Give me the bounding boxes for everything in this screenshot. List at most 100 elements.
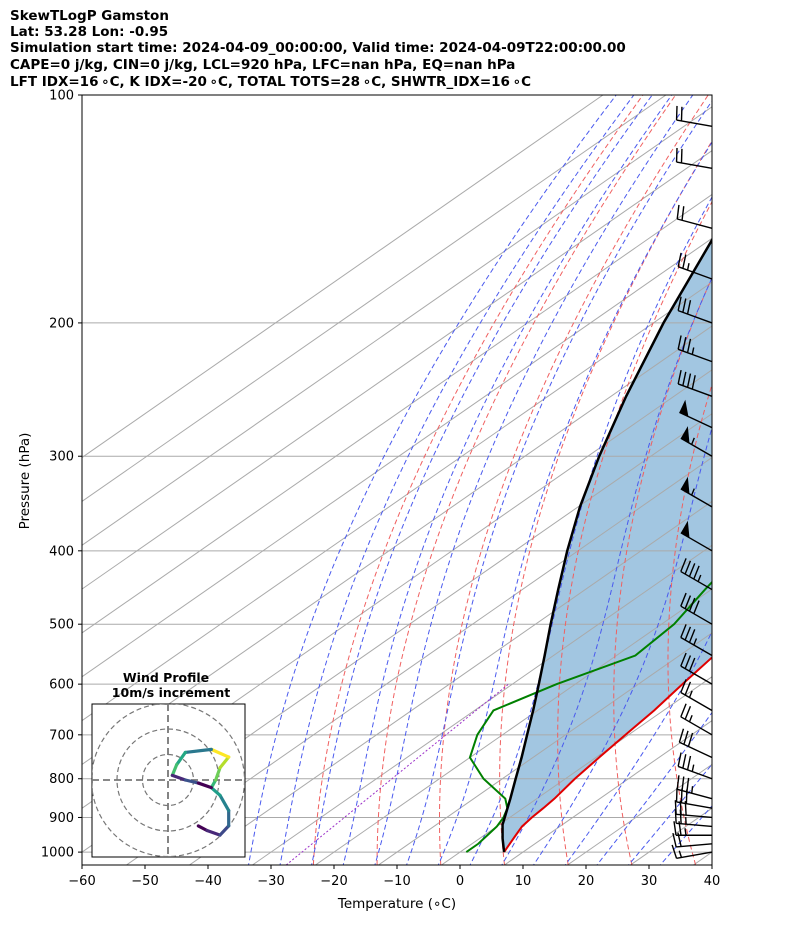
barb-flag [681, 776, 685, 791]
wind-barb [680, 558, 713, 591]
barb-flag [680, 624, 687, 638]
moist-adiabat [437, 141, 712, 865]
hodograph-segment [218, 824, 231, 837]
wind-barb [677, 369, 713, 397]
isotherm-line [82, 193, 712, 634]
barb-flag [681, 206, 685, 221]
barb-half-flag [691, 786, 694, 794]
hodograph-segment [214, 766, 222, 782]
barb-flag [686, 373, 692, 388]
barb-shaft [676, 822, 713, 828]
barb-flag [676, 204, 680, 220]
hodograph-inset: Wind Profile 10m/s increment [91, 670, 246, 858]
barb-shaft [677, 348, 713, 363]
isotherm-line [82, 106, 712, 546]
x-tick-label: −60 [68, 874, 95, 889]
wind-barb [677, 252, 713, 280]
wind-barb [678, 728, 713, 759]
barb-flag [676, 775, 680, 790]
wind-barb [675, 105, 713, 128]
barb-half-flag [693, 638, 698, 646]
x-tick-label: −40 [194, 874, 221, 889]
parcel-profile [501, 237, 712, 853]
barb-pennant [680, 426, 690, 444]
parcel-area-fill [502, 240, 712, 853]
barb-flag [684, 595, 692, 609]
barb-shaft [677, 765, 713, 780]
wind-barb [680, 520, 713, 552]
x-tick-label: 0 [456, 874, 464, 889]
y-tick-label: 600 [49, 678, 74, 693]
barb-shaft [680, 636, 713, 657]
dry-adiabat [557, 200, 712, 865]
wind-barb [675, 147, 713, 170]
barb-flag [684, 681, 692, 696]
dry-adiabat [667, 382, 712, 865]
y-tick-label: 900 [49, 811, 74, 826]
x-axis-label: Temperature (∘C) [337, 896, 456, 912]
barb-shaft [679, 741, 713, 759]
cape-line: CAPE=0 j/kg, CIN=0 j/kg, LCL=920 hPa, LF… [10, 57, 516, 73]
barb-flag [691, 375, 696, 390]
barb-flag [680, 652, 687, 667]
wind-barb [680, 624, 713, 657]
barb-flag [686, 777, 690, 793]
barb-half-flag [690, 437, 695, 445]
hodograph-segment [209, 747, 231, 759]
barb-flag [671, 844, 678, 859]
isotherm-line [441, 676, 712, 865]
moist-adiabat [279, 95, 635, 865]
barb-half-flag [691, 347, 695, 355]
moist-adiabat [532, 425, 712, 865]
barb-flag [688, 597, 696, 612]
dry-adiabat [771, 95, 794, 865]
barb-flag [677, 752, 682, 767]
hodograph-segment [205, 828, 222, 837]
moist-adiabat [342, 95, 673, 865]
isotherm-line [189, 500, 712, 865]
wind-barbs [671, 105, 713, 860]
barb-flag [682, 298, 687, 313]
x-tick-label: −50 [131, 874, 158, 889]
barb-shaft [677, 218, 713, 229]
barb-flag [688, 657, 696, 672]
barb-flag [682, 337, 687, 352]
hodograph-segment [209, 786, 222, 797]
isotherm-line [315, 588, 712, 865]
barb-flag [684, 655, 692, 669]
barb-flag [693, 600, 700, 614]
isotherm-line [252, 544, 712, 865]
wind-barb [677, 752, 713, 780]
barb-shaft [676, 161, 713, 170]
barb-shaft [677, 383, 713, 397]
barb-flag [687, 732, 694, 747]
hodograph-segment [183, 747, 213, 755]
wind-barb [680, 703, 713, 736]
barb-half-flag [688, 690, 693, 698]
barb-shaft [676, 851, 713, 860]
hodograph-segment [175, 750, 187, 767]
wind-barb [680, 476, 713, 508]
barb-flag [684, 560, 692, 575]
dry-adiabat [720, 95, 794, 865]
index-line: LFT IDX=16 ∘C, K IDX=-20 ∘C, TOTAL TOTS=… [10, 74, 531, 90]
y-tick-label: 500 [49, 618, 74, 633]
hodograph-rings [92, 704, 245, 857]
y-tick-label: 400 [49, 544, 74, 559]
y-tick-label: 200 [49, 316, 74, 331]
x-tick-label: 10 [515, 874, 532, 889]
barb-shaft [680, 691, 713, 712]
barb-half-flag [697, 574, 702, 582]
x-tick-label: −30 [257, 874, 284, 889]
barb-shaft [680, 665, 713, 685]
x-tick-label: −20 [320, 874, 347, 889]
y-tick-label: 100 [49, 89, 74, 104]
barb-shaft [680, 570, 713, 591]
y-tick-label: 300 [49, 450, 74, 465]
barb-shaft [677, 309, 713, 324]
moist-adiabat [311, 95, 653, 865]
barb-flag [677, 296, 682, 311]
wind-barb [676, 204, 713, 229]
barb-flag [680, 679, 687, 693]
